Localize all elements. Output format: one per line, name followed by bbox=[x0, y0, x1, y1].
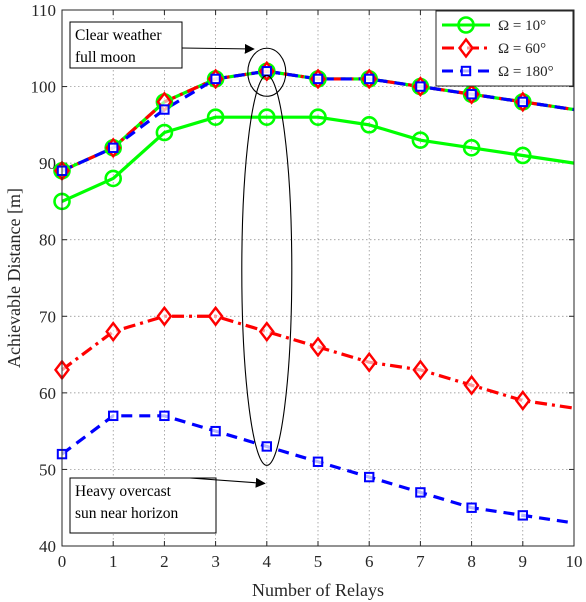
y-axis-title: Achievable Distance [m] bbox=[4, 188, 24, 368]
data-point-clear-square bbox=[415, 81, 426, 92]
data-point-clear-square bbox=[261, 66, 273, 77]
data-point-overcast-circle bbox=[104, 169, 122, 188]
data-point-clear-square bbox=[210, 73, 221, 85]
data-point-overcast-diamond bbox=[463, 374, 480, 396]
x-tick-label: 5 bbox=[314, 552, 323, 571]
data-point-clear-square bbox=[159, 104, 170, 115]
data-point-overcast-circle bbox=[309, 108, 327, 126]
annotation-text-overcast: sun near horizon bbox=[75, 505, 179, 522]
data-point-overcast-square bbox=[364, 471, 375, 483]
legend-label-circle: Ω = 10° bbox=[498, 18, 546, 34]
data-point-overcast-square bbox=[415, 487, 426, 498]
data-point-overcast-square bbox=[210, 425, 221, 437]
data-point-overcast-circle bbox=[411, 131, 430, 149]
data-point-clear-square bbox=[517, 96, 528, 108]
y-tick-label: 80 bbox=[39, 231, 56, 250]
data-point-overcast-circle bbox=[360, 116, 379, 134]
data-point-overcast-circle bbox=[206, 108, 225, 126]
data-point-overcast-circle bbox=[257, 108, 276, 126]
highlight-ellipse-group bbox=[241, 74, 293, 466]
data-point-overcast-diamond bbox=[514, 390, 531, 411]
legend-marker-circle bbox=[457, 16, 475, 34]
data-point-overcast-diamond bbox=[309, 336, 327, 358]
legend-label-square: Ω = 180° bbox=[498, 64, 554, 80]
data-point-overcast-circle bbox=[462, 139, 481, 157]
annotation-box-overcast bbox=[69, 477, 217, 534]
data-point-overcast-diamond bbox=[412, 359, 429, 381]
y-tick-label: 40 bbox=[39, 537, 56, 556]
annotation-text-clear: Clear weather bbox=[75, 27, 162, 44]
data-point-clear-square bbox=[312, 73, 324, 85]
data-point-overcast-diamond bbox=[258, 321, 275, 343]
data-point-overcast-square bbox=[517, 510, 528, 521]
series-line-clear-square bbox=[61, 69, 575, 173]
data-point-overcast-circle bbox=[155, 123, 174, 142]
y-tick-label: 70 bbox=[39, 307, 56, 326]
data-point-clear-square bbox=[466, 89, 477, 100]
data-point-overcast-circle bbox=[513, 146, 532, 165]
x-tick-label: 1 bbox=[109, 552, 118, 571]
annotation-box-clear bbox=[69, 21, 183, 69]
x-axis-title: Number of Relays bbox=[252, 580, 384, 600]
x-tick-label: 3 bbox=[211, 552, 220, 571]
data-point-overcast-square bbox=[466, 502, 477, 513]
series-line-overcast-circle bbox=[61, 115, 575, 203]
annotation-arrow-overcast bbox=[189, 477, 266, 488]
annotation-arrow-clear bbox=[181, 43, 255, 54]
data-point-overcast-diamond bbox=[361, 351, 378, 373]
y-tick-label: 110 bbox=[31, 1, 56, 20]
x-tick-label: 7 bbox=[416, 552, 425, 571]
x-tick-label: 0 bbox=[58, 552, 67, 571]
x-tick-label: 9 bbox=[519, 552, 528, 571]
data-point-clear-square bbox=[108, 142, 119, 154]
data-series bbox=[53, 60, 575, 525]
y-tick-label: 90 bbox=[39, 154, 56, 173]
annotations: Clear weather full moon Heavy overcast sun … bbox=[69, 21, 293, 534]
data-point-overcast-diamond bbox=[156, 305, 173, 327]
data-point-clear-square bbox=[364, 73, 375, 85]
legend-marker-square bbox=[460, 65, 472, 77]
data-point-overcast-square bbox=[108, 410, 119, 422]
annotation-text-overcast: Heavy overcast bbox=[75, 483, 172, 500]
highlight-ellipse-clear bbox=[247, 47, 287, 97]
plot-frame bbox=[61, 9, 575, 547]
x-tick-label: 8 bbox=[467, 552, 476, 571]
y-tick-label: 50 bbox=[39, 460, 56, 479]
data-point-overcast-square bbox=[312, 456, 324, 467]
axis-ticks: 0 1 2 3 4 5 6 7 8 9 10 40 50 60 70 80 90 100 110 bbox=[31, 1, 583, 571]
x-tick-label: 10 bbox=[566, 552, 583, 571]
legend-marker-diamond bbox=[457, 37, 475, 59]
data-point-overcast-square bbox=[261, 441, 273, 452]
x-tick-label: 6 bbox=[365, 552, 374, 571]
data-point-overcast-diamond bbox=[105, 321, 122, 343]
x-tick-label: 2 bbox=[160, 552, 169, 571]
legend-label-diamond: Ω = 60° bbox=[498, 41, 546, 57]
data-point-overcast-diamond bbox=[207, 305, 224, 327]
data-point-overcast-square bbox=[159, 410, 170, 422]
legend: Ω = 10° Ω = 60° Ω = 180° bbox=[435, 10, 574, 87]
y-tick-label: 100 bbox=[31, 78, 57, 97]
y-tick-label: 60 bbox=[39, 384, 56, 403]
x-tick-label: 4 bbox=[263, 552, 272, 571]
annotation-text-clear: full moon bbox=[75, 49, 136, 66]
